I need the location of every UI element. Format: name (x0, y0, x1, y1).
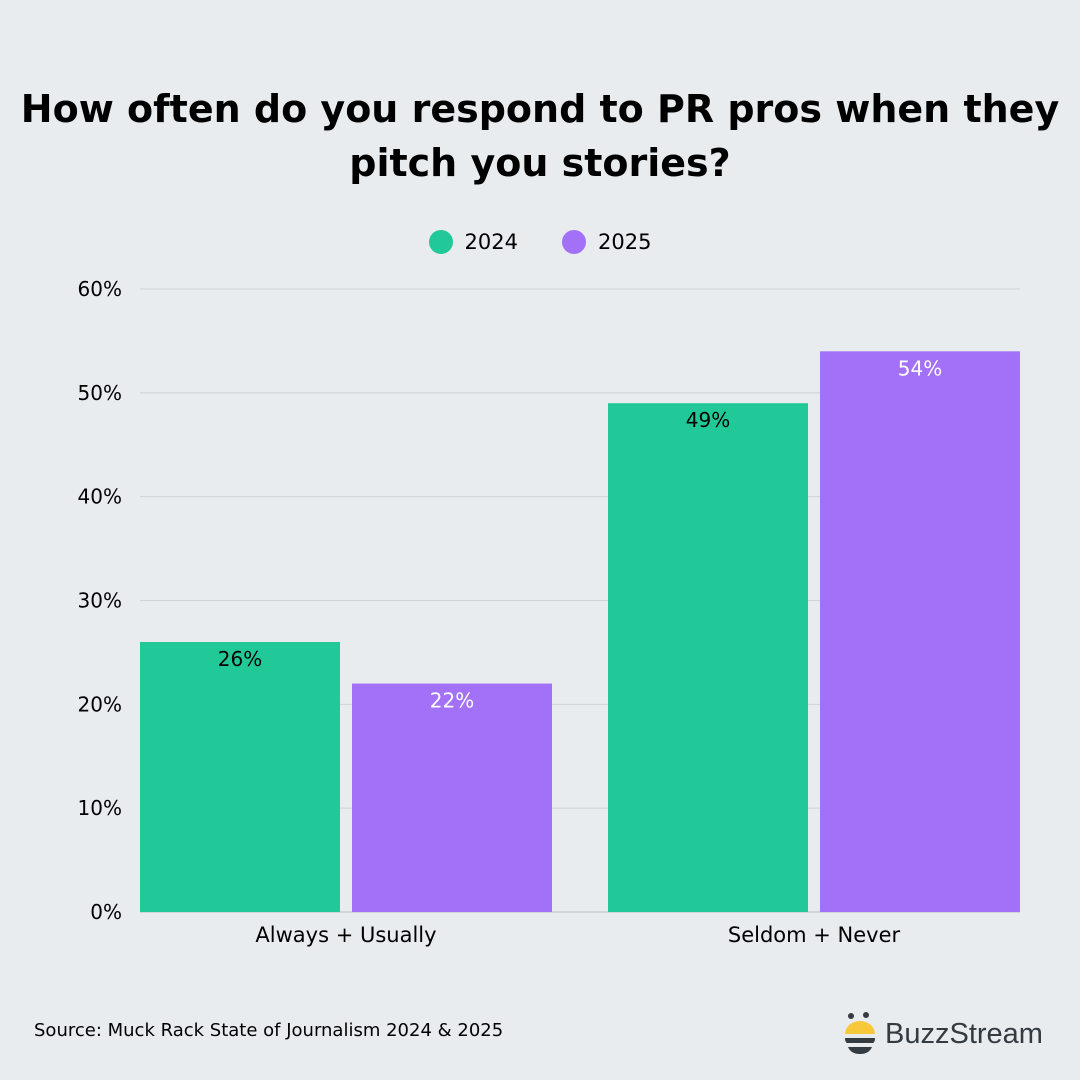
legend-swatch (428, 230, 453, 254)
y-tick-label: 40% (78, 485, 122, 509)
bee-icon (845, 1012, 875, 1054)
legend-label: 2025 (598, 230, 652, 254)
data-label: 26% (218, 647, 262, 671)
bar-2025 (820, 351, 1020, 912)
data-label: 22% (430, 689, 474, 713)
legend: 2024 2025 (0, 230, 1080, 254)
legend-label: 2024 (464, 230, 518, 254)
buzzstream-logo: BuzzStream (843, 1012, 1043, 1056)
y-tick-label: 60% (78, 277, 122, 301)
data-label: 54% (898, 356, 942, 380)
source-note: Source: Muck Rack State of Journalism 20… (34, 1020, 504, 1041)
y-tick-label: 20% (78, 692, 122, 716)
y-tick-label: 30% (78, 589, 122, 613)
data-label: 49% (686, 408, 730, 432)
chart-title: How often do you respond to PR pros when… (20, 87, 1060, 185)
y-tick-label: 50% (78, 381, 122, 405)
bar-2024 (140, 642, 340, 912)
legend-swatch (562, 230, 586, 254)
legend-item-2024: 2024 (428, 230, 518, 254)
y-tick-label: 10% (78, 796, 122, 820)
bar-2024 (608, 403, 808, 912)
y-tick-label: 0% (90, 900, 122, 924)
bar-2025 (352, 683, 552, 912)
logo-text: BuzzStream (885, 1017, 1043, 1050)
legend-item-2025: 2025 (562, 230, 651, 254)
x-tick-label: Seldom + Never (728, 923, 901, 947)
x-tick-label: Always + Usually (255, 923, 436, 947)
